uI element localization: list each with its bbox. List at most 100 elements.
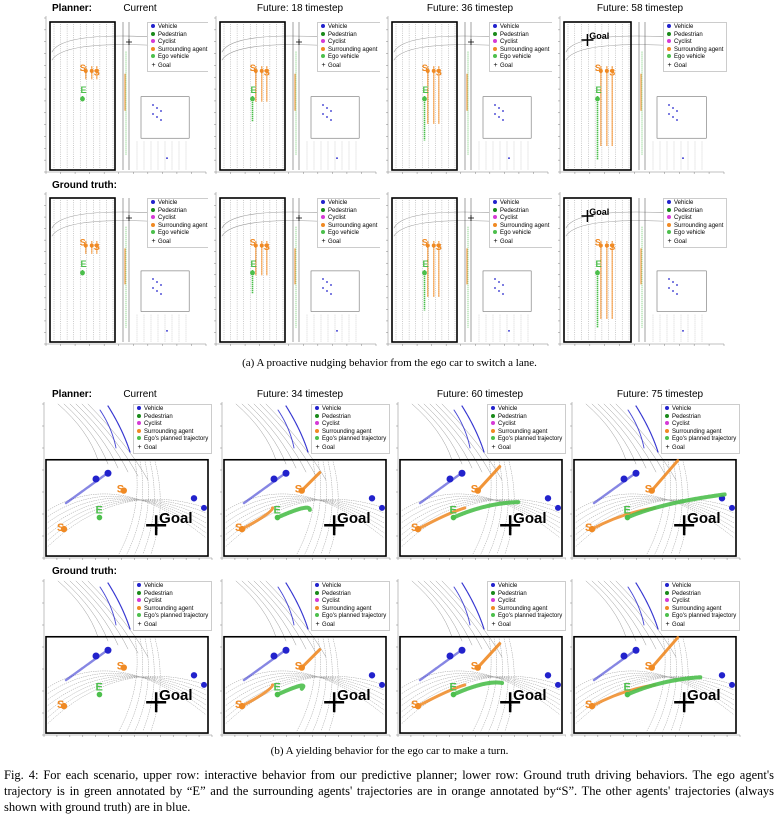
vehicle-marker [201,504,207,511]
vehicle-trajectory [99,586,117,626]
legend-label: Cyclist [158,215,176,221]
map-lane [423,580,473,646]
vehicle-marker [166,157,168,160]
map-lane [225,676,385,712]
circle-marker-icon [493,24,497,29]
zoom-box [573,458,737,557]
legend-label: Pedestrian [498,590,527,597]
legend-label: Goal [158,62,171,69]
gt-panel-a-2: S S E Vehicle Pedestrian Cyclist Surrounding a… [380,190,552,352]
goal-marker-icon [674,515,695,536]
legend-item: Cyclist [137,421,208,429]
map-lane [609,403,667,477]
goal-label: Goal [513,510,546,527]
circle-marker-icon [491,613,496,618]
vehicle-marker [166,329,168,332]
legend-label: Cyclist [498,421,516,427]
legend-label: Vehicle [322,406,342,412]
vehicle-marker [160,284,162,286]
legend-item: Cyclist [321,39,377,47]
map-lane [423,403,473,469]
legend-item: Cyclist [665,598,736,606]
legend: Vehicle Pedestrian Cyclist Surrounding agen… [133,404,213,454]
circle-marker-icon [665,413,670,418]
map-lane [678,461,689,555]
circle-marker-icon [151,24,155,29]
planner-panel-a-0: S S E Vehicle Pedestrian Cyclist Surrounding a… [38,14,210,180]
legend-item: + Goal [493,62,549,71]
legend-label: Pedestrian [158,31,187,38]
vehicle-marker [152,104,154,106]
surrounding-label: S [609,67,615,77]
legend-item: Ego vehicle [493,54,549,62]
surrounding-label: S [422,238,428,248]
circle-marker-icon [493,54,497,59]
circle-marker-icon [321,39,325,44]
legend-item: Vehicle [665,583,736,591]
legend-item: Cyclist [137,598,208,606]
surrounding-label: S [585,522,592,534]
legend-label: Pedestrian [672,413,701,420]
vehicle-marker [326,107,328,109]
vehicle-marker [668,113,670,115]
ego-vehicle-marker [96,691,103,698]
map-lane [401,499,561,529]
vehicle-marker [326,116,328,118]
surrounding-trajectory [300,648,322,670]
vehicle-marker [379,504,385,511]
surrounding-label: S [80,238,86,248]
goal-label: Goal [687,687,720,704]
plus-marker-icon: + [137,443,142,451]
goal-marker-icon [581,210,594,222]
legend-item: Surrounding agent [665,429,736,437]
circle-marker-icon [665,436,670,441]
circle-marker-icon [151,200,155,205]
legend-label: Vehicle [144,406,164,412]
legend-item: Pedestrian [493,208,549,216]
ego-vehicle-marker [96,514,103,521]
legend-label: Vehicle [672,583,692,589]
plus-marker-icon: + [667,61,672,69]
legend-label: Goal [328,62,341,69]
circle-marker-icon [665,590,670,595]
vehicle-trajectory [107,405,131,453]
vehicle-trajectory [453,409,471,449]
map-lane [259,403,317,477]
vehicle-marker [502,110,504,112]
legend-label: Ego's planned trajectory [672,436,737,442]
map-lane [678,638,689,732]
vehicle-trajectory [242,650,286,682]
legend-label: Pedestrian [500,207,529,214]
map-lane [150,461,161,555]
surrounding-agent-marker [94,68,99,73]
legend-item: Surrounding agent [137,606,208,614]
surrounding-label: S [411,522,418,534]
circle-marker-icon [137,406,142,411]
legend-label: Goal [328,238,341,245]
scene-plot: S SE [386,192,549,346]
surrounding-trajectory [650,636,680,670]
legend-item: Pedestrian [665,591,736,599]
vehicle-marker [494,104,496,106]
vehicle-marker [494,278,496,280]
vehicle-marker [368,672,376,679]
legend-label: Goal [500,62,513,69]
goal-marker-icon [500,692,521,713]
circle-marker-icon [491,598,496,603]
map-lane [591,403,637,465]
ego-label: E [251,259,257,269]
vehicle-marker [508,329,510,332]
map-lane [411,580,453,638]
legend-label: Cyclist [158,39,176,45]
map-lane [417,580,463,642]
legend-label: Cyclist [322,598,340,604]
part-b-title-34: Future: 34 timestep [256,389,344,400]
circle-marker-icon [491,428,496,433]
part-a-caption: (a) A proactive nudging behavior from th… [242,357,537,369]
map-lane [585,580,627,638]
legend-item: Cyclist [315,598,386,606]
legend-label: Ego's planned trajectory [498,613,563,619]
vehicle-marker [368,495,376,502]
